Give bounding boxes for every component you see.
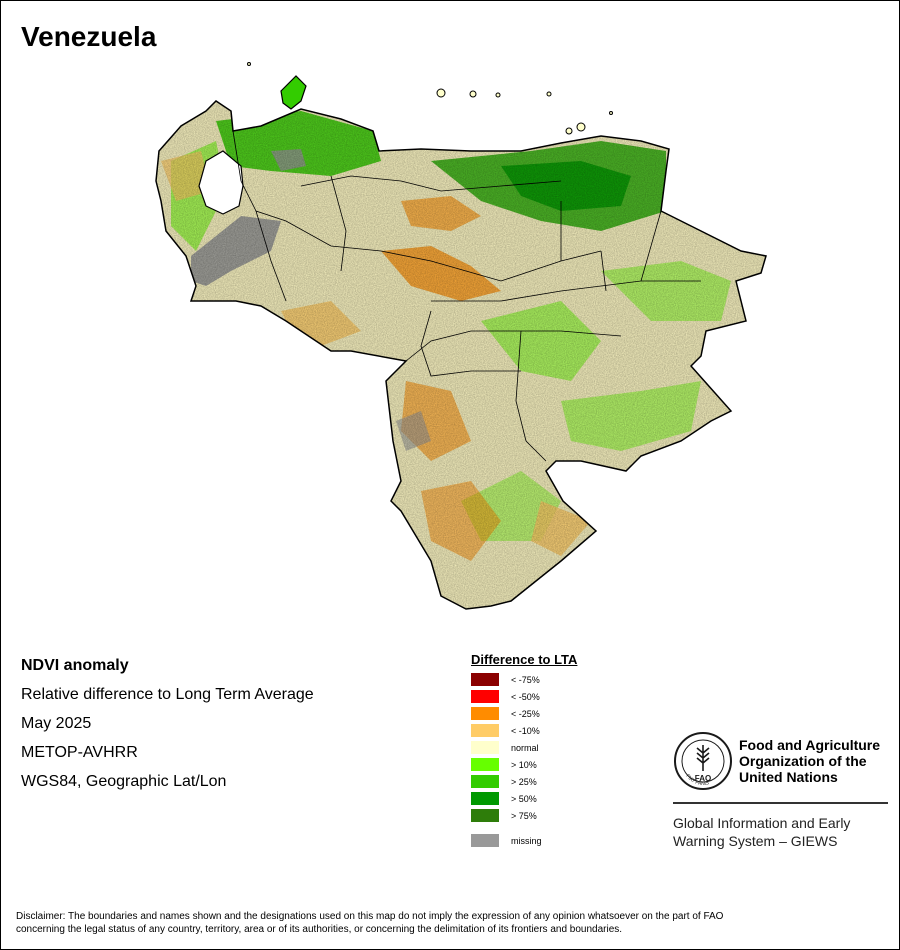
info-sensor: METOP-AVHRR — [21, 744, 138, 761]
legend-label: < -75% — [511, 674, 540, 685]
country-raster — [155, 62, 767, 610]
legend-title: Difference to LTA — [471, 652, 578, 667]
legend-item: < -25% — [471, 705, 671, 722]
legend-item: > 50% — [471, 790, 671, 807]
giews-label: Global Information and Early Warning Sys… — [673, 814, 888, 850]
legend-swatch — [471, 690, 499, 703]
legend-label: normal — [511, 742, 539, 753]
fao-branding: FAO FIAT PANIS Food and Agriculture Orga… — [673, 731, 888, 850]
legend-swatch — [471, 741, 499, 754]
legend-label: > 25% — [511, 776, 537, 787]
lake-maracaibo — [198, 150, 244, 215]
state-boundaries — [232, 130, 701, 462]
fao-name-line3: United Nations — [739, 769, 838, 785]
disclaimer: Disclaimer: The boundaries and names sho… — [16, 910, 886, 936]
legend-label: > 10% — [511, 759, 537, 770]
giews-line1: Global Information and Early — [673, 815, 851, 831]
map-info: NDVI anomaly Relative difference to Long… — [21, 657, 314, 802]
legend-label: missing — [511, 835, 542, 846]
legend-swatch — [471, 758, 499, 771]
fao-name-line1: Food and Agriculture — [739, 737, 881, 753]
disclaimer-line1: Disclaimer: The boundaries and names sho… — [16, 911, 724, 922]
legend: Difference to LTA < -75% < -50% < -25% <… — [471, 652, 671, 849]
fao-name: Food and Agriculture Organization of the… — [739, 737, 880, 785]
divider — [673, 802, 888, 804]
info-description: Relative difference to Long Term Average — [21, 686, 314, 703]
info-period: May 2025 — [21, 715, 92, 732]
legend-swatch — [471, 809, 499, 822]
legend-swatch — [471, 775, 499, 788]
legend-label: > 50% — [511, 793, 537, 804]
fao-logo-letters: FAO — [695, 774, 711, 783]
legend-swatch — [471, 707, 499, 720]
legend-label: < -25% — [511, 708, 540, 719]
info-heading: NDVI anomaly — [21, 657, 129, 674]
map-title: Venezuela — [21, 21, 157, 52]
info-projection: WGS84, Geographic Lat/Lon — [21, 773, 227, 790]
country-border — [155, 100, 767, 610]
legend-swatch — [471, 724, 499, 737]
legend-swatch — [471, 834, 499, 847]
legend-item: < -75% — [471, 671, 671, 688]
fao-name-line2: Organization of the — [739, 753, 867, 769]
paraguana-peninsula — [280, 75, 307, 110]
disclaimer-line2: concerning the legal status of any count… — [16, 924, 623, 935]
legend-item: normal — [471, 739, 671, 756]
legend-label: < -50% — [511, 691, 540, 702]
legend-item: > 75% — [471, 807, 671, 824]
legend-item: > 10% — [471, 756, 671, 773]
legend-label: < -10% — [511, 725, 540, 736]
legend-item-missing: missing — [471, 832, 671, 849]
legend-swatch — [471, 673, 499, 686]
fao-logo-icon: FAO FIAT PANIS — [674, 732, 732, 790]
legend-item: > 25% — [471, 773, 671, 790]
legend-item: < -50% — [471, 688, 671, 705]
legend-item: < -10% — [471, 722, 671, 739]
caribbean-islands — [247, 62, 613, 135]
giews-line2: Warning System – GIEWS — [673, 833, 838, 849]
legend-label: > 75% — [511, 810, 537, 821]
legend-swatch — [471, 792, 499, 805]
